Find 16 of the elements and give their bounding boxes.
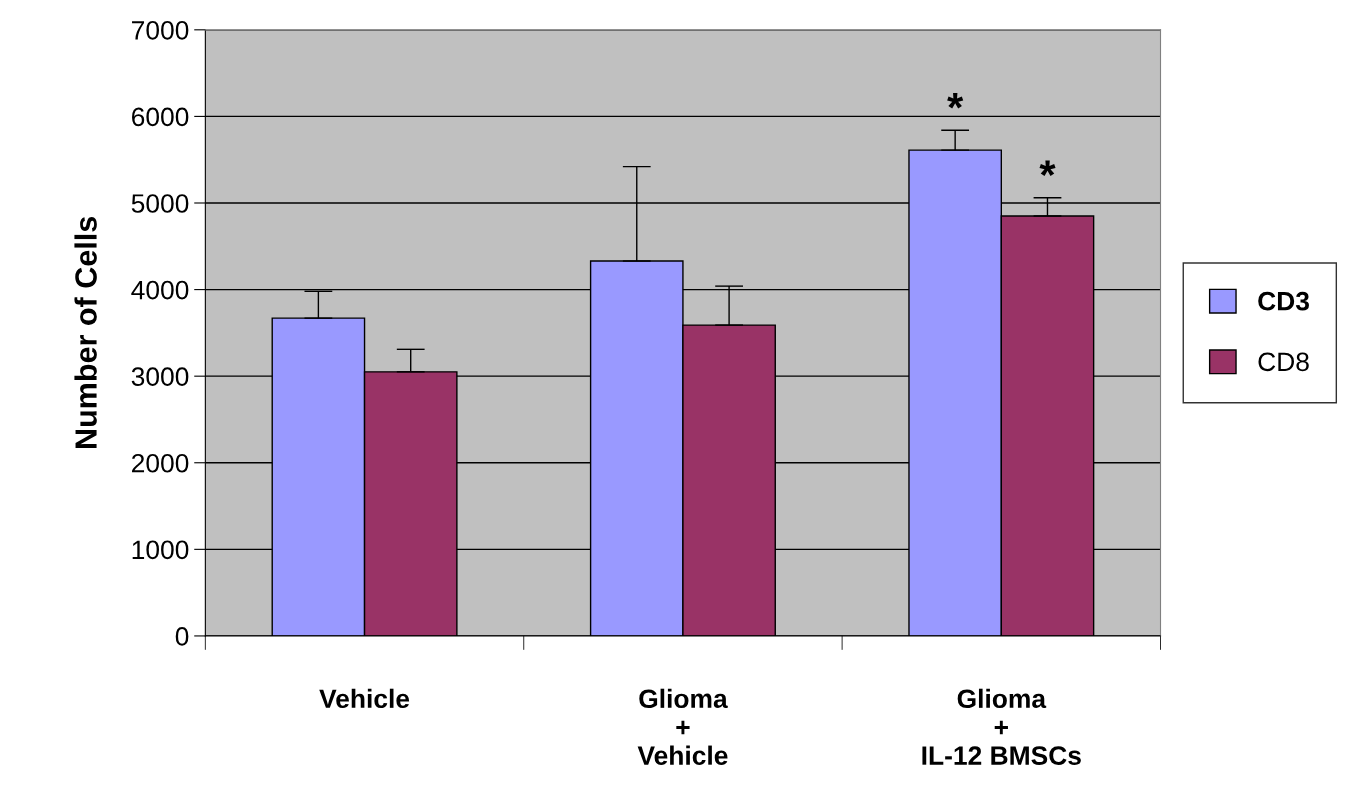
y-tick-label: 0 [175,627,189,646]
annotation: * [947,92,964,109]
y-tick-label: 7000 [132,20,189,40]
y-tick-label: 3000 [131,367,189,386]
y-tick-label: 2000 [132,453,189,473]
x-tick-label: Glioma + Vehicle [637,688,728,765]
legend-label: CD8 [1258,352,1309,372]
y-tick-label: 1000 [132,540,189,560]
x-tick-label: Vehicle [319,688,410,709]
legend-label: CD3 [1258,291,1309,311]
y-axis-title: Number of Cells [74,216,97,448]
y-tick-label: 5000 [131,194,189,213]
x-tick-label: Glioma + IL-12 BMSCs [922,688,1081,765]
y-tick-label: 4000 [131,280,189,300]
y-tick-label: 6000 [132,107,189,127]
annotation: * [1039,160,1056,176]
